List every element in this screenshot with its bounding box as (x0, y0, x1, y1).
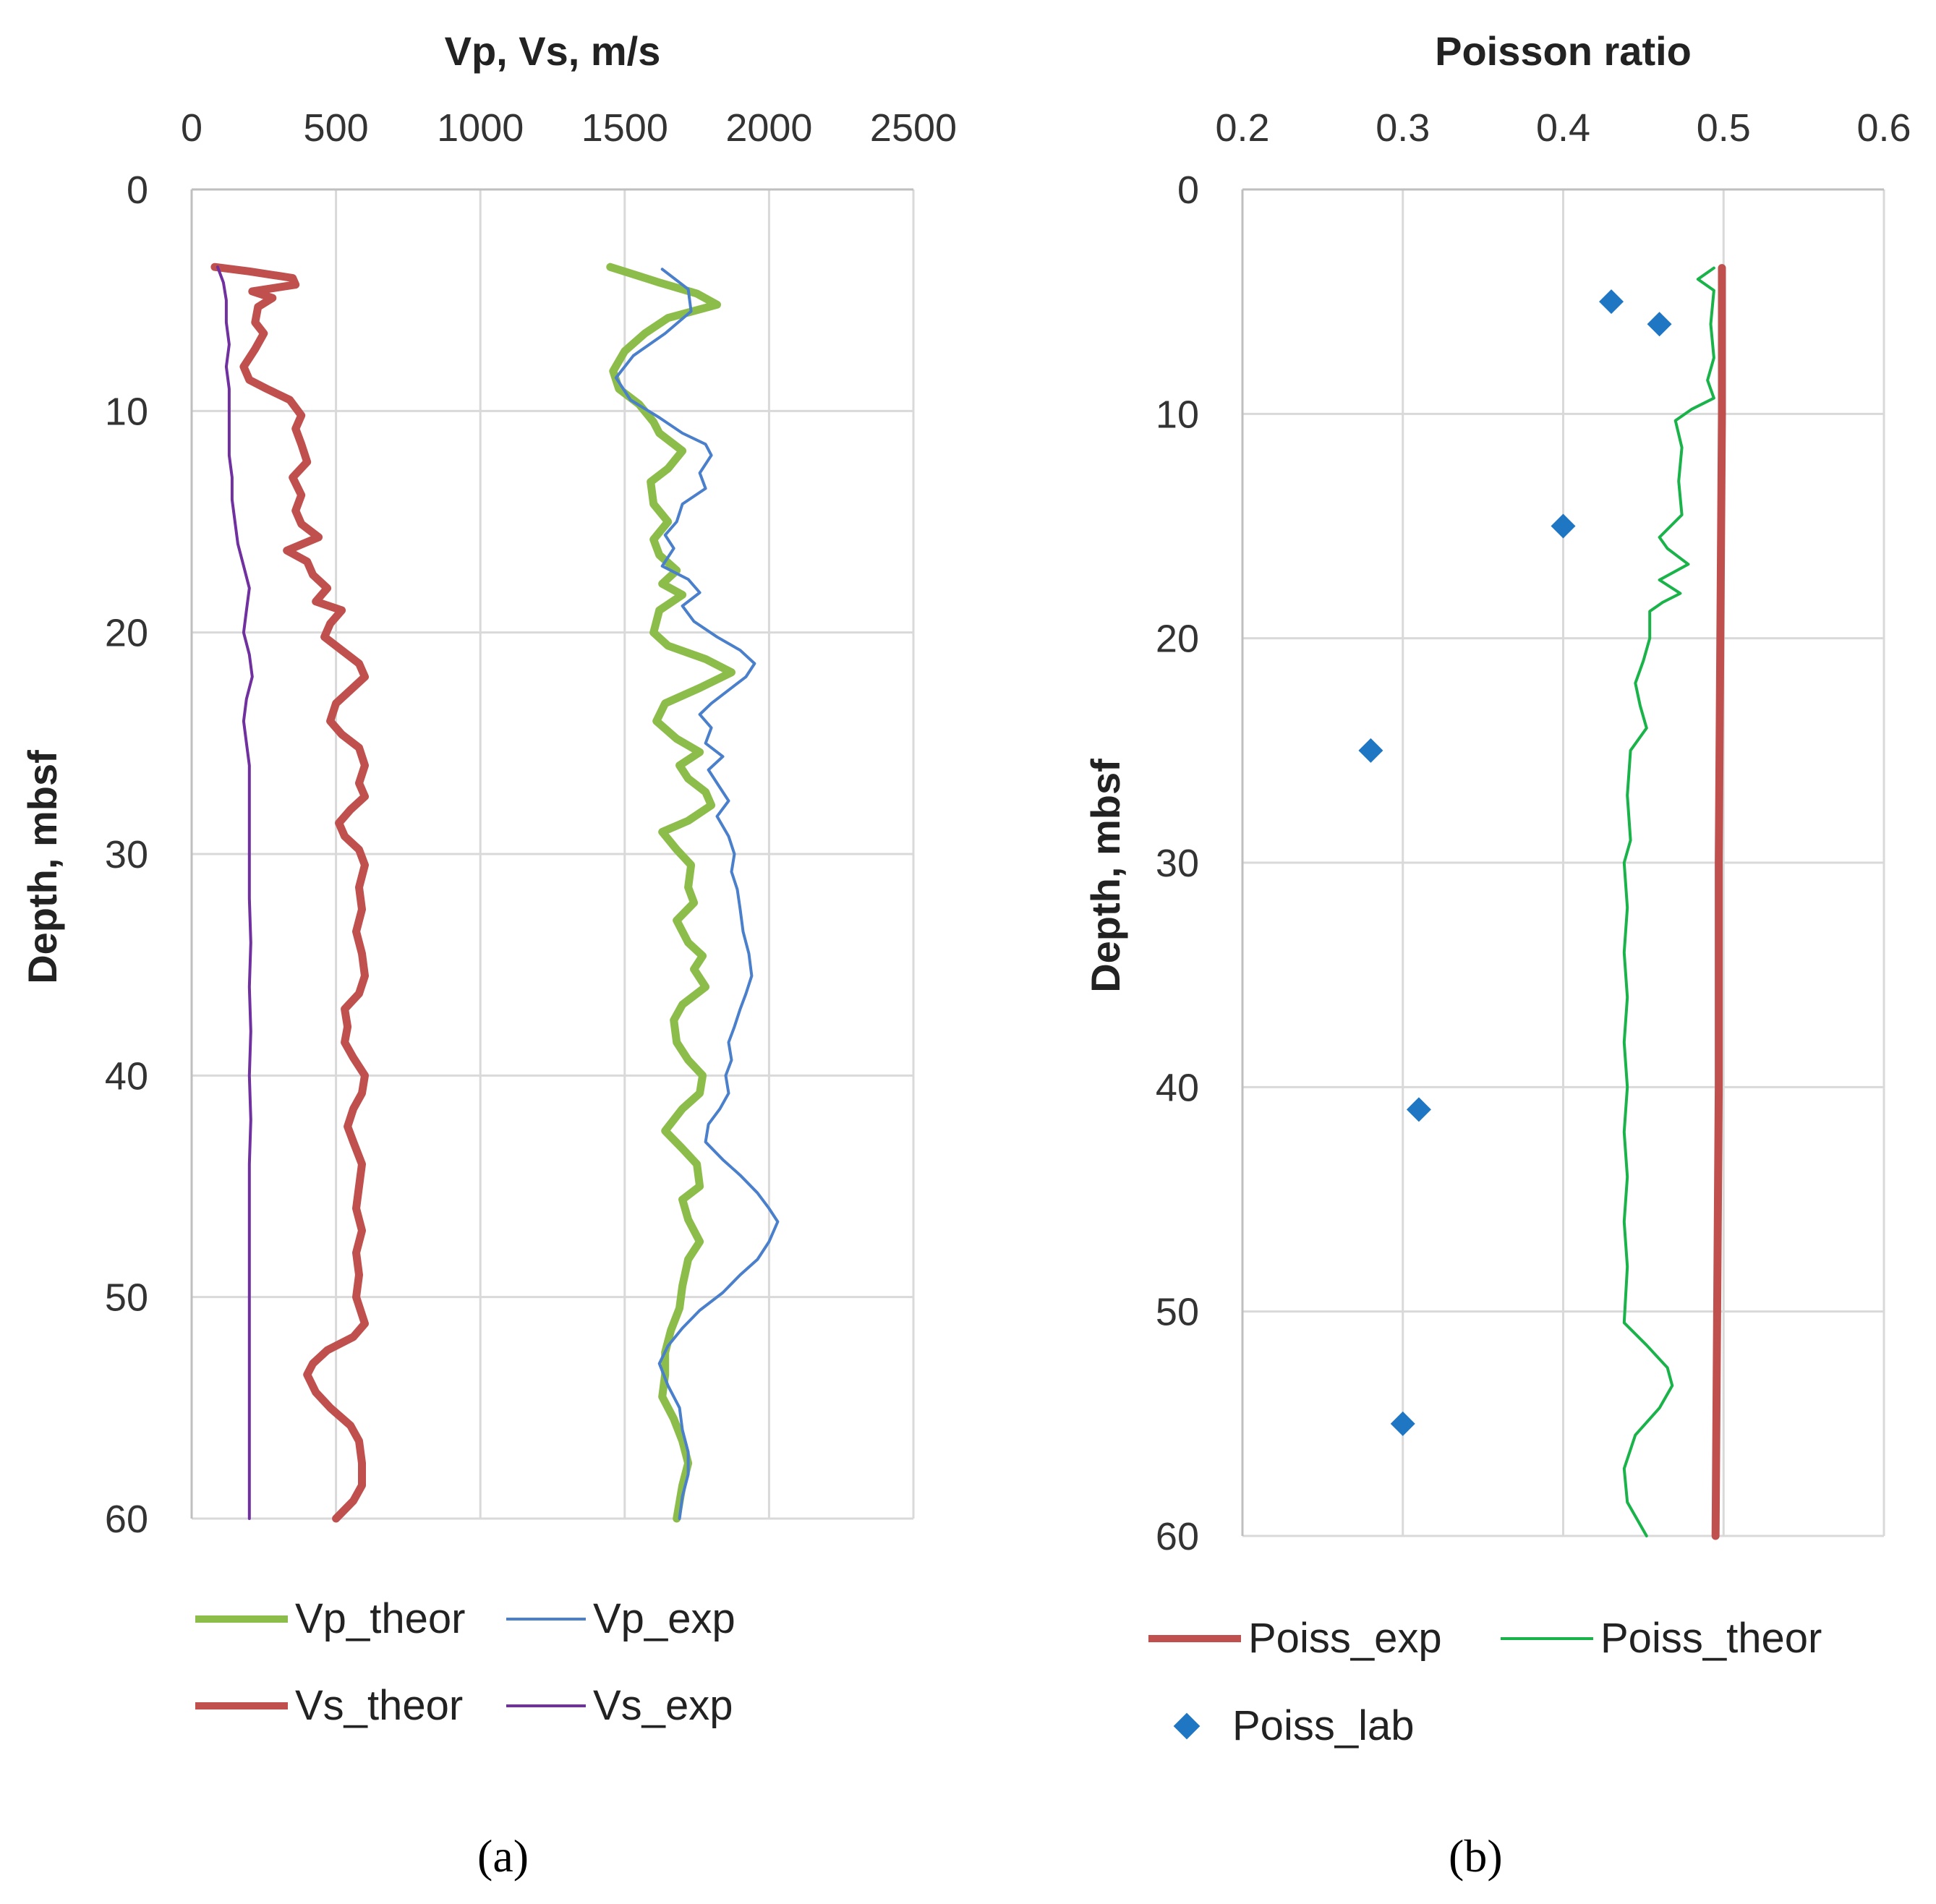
y-tick-label-20: 20 (1156, 618, 1199, 661)
series-line-poiss-theor (1622, 266, 1715, 1537)
y-tick-label-30: 30 (1156, 842, 1199, 885)
x-tick-label-0-6: 0.6 (1856, 106, 1911, 150)
chart-a-x-axis-title: Vp, Vs, m/s (445, 28, 661, 74)
legend-swatch-vs-theor (195, 1702, 288, 1709)
x-tick-label-0-4: 0.4 (1536, 106, 1590, 150)
chart-b-gridlines (1242, 189, 1885, 1537)
chart-b-tick-labels: 0.2 0.3 0.4 0.5 0.6 0 10 20 30 40 50 60 (1156, 106, 1911, 1558)
y-tick-label-40: 40 (1156, 1066, 1199, 1109)
chart-a-axes (190, 188, 913, 1519)
legend-label-poiss-exp: Poiss_exp (1248, 1615, 1442, 1662)
legend-item-vs-theor: Vs_theor (195, 1681, 463, 1730)
legend-item-vp-theor: Vp_theor (195, 1595, 465, 1643)
chart-a-velocity-depth: 0 500 1000 1500 2000 2500 0 10 20 30 40 50 60 Vp, Vs… (20, 28, 957, 1541)
x-tick-label-1000: 1000 (437, 106, 524, 150)
y-tick-label-0: 0 (127, 168, 148, 212)
legend-swatch-vp-exp (506, 1617, 586, 1621)
series-poiss-lab-point-5 (1390, 1411, 1415, 1436)
y-tick-label-50: 50 (105, 1276, 148, 1320)
legend-item-poiss-exp: Poiss_exp (1148, 1614, 1442, 1662)
x-tick-label-500: 500 (304, 106, 369, 150)
series-poiss-lab-point-4 (1406, 1097, 1431, 1122)
legend-swatch-vs-exp (506, 1704, 586, 1707)
legend-label-vs-exp: Vs_exp (593, 1682, 733, 1729)
chart-b-poisson-depth: 0.2 0.3 0.4 0.5 0.6 0 10 20 30 40 50 60 Poisson rat… (1083, 28, 1911, 1558)
y-tick-label-20: 20 (105, 612, 148, 655)
chart-b-x-axis-title: Poisson ratio (1435, 28, 1692, 74)
legend-item-poiss-theor: Poiss_theor (1501, 1614, 1822, 1662)
series-poiss-lab-point-1 (1647, 312, 1672, 337)
chart-a-gridlines (192, 189, 915, 1520)
panel-b-label: (b) (1449, 1830, 1503, 1882)
chart-b-y-axis-title: Depth, mbsf (1083, 759, 1128, 993)
series-line-vs-exp (216, 265, 254, 1520)
chart-a-series (210, 262, 780, 1523)
series-poiss-lab-point-3 (1358, 738, 1383, 763)
x-tick-label-1500: 1500 (581, 106, 668, 150)
y-tick-label-60: 60 (1156, 1515, 1199, 1558)
x-tick-label-0-2: 0.2 (1215, 106, 1269, 150)
legend-swatch-poiss-lab (1173, 1712, 1201, 1739)
panel-a-label: (a) (477, 1830, 529, 1882)
y-tick-label-10: 10 (105, 390, 148, 433)
y-tick-label-0: 0 (1177, 168, 1199, 212)
x-tick-label-2500: 2500 (870, 106, 957, 150)
legend-label-poiss-theor: Poiss_theor (1600, 1615, 1822, 1662)
y-tick-label-10: 10 (1156, 393, 1199, 436)
series-line-vp-theor (606, 262, 735, 1523)
x-tick-label-2000: 2000 (725, 106, 812, 150)
legend-item-vs-exp: Vs_exp (506, 1681, 733, 1730)
x-tick-label-0-3: 0.3 (1376, 106, 1430, 150)
chart-b-axes (1241, 188, 1884, 1536)
x-tick-label-0-5: 0.5 (1697, 106, 1751, 150)
legend-label-vp-theor: Vp_theor (295, 1595, 466, 1642)
legend-item-poiss-lab: Poiss_lab (1148, 1702, 1414, 1750)
chart-a-tick-labels: 0 500 1000 1500 2000 2500 0 10 20 30 40 50 60 (105, 106, 957, 1541)
legend-label-poiss-lab: Poiss_lab (1232, 1702, 1415, 1749)
series-poiss-lab-point-2 (1551, 513, 1576, 539)
chart-a-y-axis-title: Depth, mbsf (20, 750, 65, 984)
x-tick-label-0: 0 (181, 106, 202, 150)
y-tick-label-30: 30 (105, 833, 148, 876)
series-line-vp-exp (614, 268, 780, 1520)
series-line-vs-theor (210, 262, 369, 1523)
legend-item-vp-exp: Vp_exp (506, 1595, 735, 1643)
legend-swatch-poiss-exp (1148, 1634, 1241, 1642)
y-tick-label-60: 60 (105, 1498, 148, 1541)
chart-b-series (1358, 264, 1726, 1540)
y-tick-label-40: 40 (105, 1054, 148, 1098)
legend-swatch-vp-theor (195, 1615, 288, 1623)
series-poiss-lab-point-0 (1599, 289, 1624, 315)
legend-swatch-poiss-theor (1501, 1636, 1593, 1640)
legend-label-vp-exp: Vp_exp (593, 1595, 735, 1642)
legend-label-vs-theor: Vs_theor (295, 1682, 464, 1729)
series-line-poiss-exp (1711, 264, 1726, 1540)
y-tick-label-50: 50 (1156, 1291, 1199, 1334)
